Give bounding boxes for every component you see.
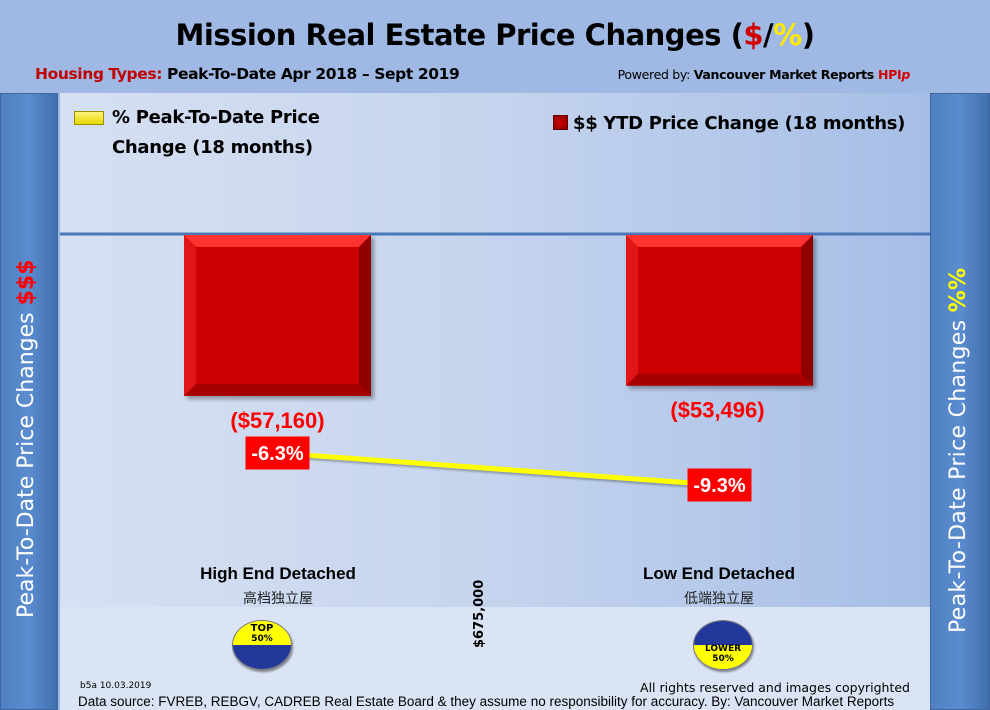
bar-data-label-0: ($57,160) — [230, 408, 324, 433]
bar-bevel-left — [626, 235, 638, 386]
legend-item-dollar: $$ YTD Price Change (18 months) — [553, 113, 905, 134]
percent-data-label-1: -9.3% — [693, 475, 745, 497]
legend-label-percent: % Peak-To-Date Price Change (18 months) — [112, 107, 320, 158]
bar-body — [626, 235, 813, 386]
bar-data-label-1: ($53,496) — [670, 398, 764, 423]
title-text: Mission Real Estate Price Changes ( — [175, 18, 744, 52]
left-axis-banner: Peak-To-Date Price Changes $$$ — [0, 93, 58, 710]
legend-swatch-red — [553, 115, 568, 130]
percent-point-1: -9.3% — [687, 468, 752, 502]
powered-by: Powered by: Vancouver Market Reports HPI… — [617, 67, 911, 82]
badge-top-line1: TOP — [250, 623, 274, 634]
powered-hpi: HPI — [877, 67, 902, 82]
powered-brand: Vancouver Market Reports — [693, 67, 878, 82]
category-sublabel-0: 高档独立屋 — [243, 591, 313, 607]
bar-body — [184, 235, 371, 396]
bar-bevel-top — [184, 235, 371, 247]
badge-top-line2: 50% — [251, 634, 273, 644]
bar-bevel-bottom — [626, 373, 813, 386]
lower-50-badge: LOWER 50% — [693, 620, 753, 670]
bar-1 — [626, 235, 813, 386]
subtitle-label: Housing Types: — [35, 65, 162, 83]
copyright-notice: All rights reserved and images copyright… — [640, 680, 910, 695]
bar-bevel-left — [184, 235, 196, 396]
chart-title: Mission Real Estate Price Changes ($/%) — [0, 18, 990, 52]
bar-bevel-right — [801, 235, 813, 386]
powered-hpi-p: p — [901, 67, 910, 82]
bar-bevel-right — [359, 235, 371, 396]
top-50-badge: TOP 50% — [232, 620, 292, 670]
right-axis-banner: Peak-To-Date Price Changes %% — [930, 93, 990, 710]
badge-lower-line1: LOWER — [704, 644, 742, 654]
price-divider-label: $675,000 — [472, 579, 487, 648]
title-slash: / — [763, 18, 774, 52]
badge-lower-line2: 50% — [712, 654, 734, 664]
percent-data-label-0: -6.3% — [251, 443, 303, 465]
subtitle-text: Peak-To-Date Apr 2018 – Sept 2019 — [162, 65, 460, 83]
bar-bevel-top — [626, 235, 813, 247]
badge-lower-text: LOWER 50% — [694, 644, 752, 664]
title-percent: % — [773, 18, 802, 52]
legend-swatch-yellow — [74, 111, 104, 125]
legend-item-percent: % Peak-To-Date Price Change (18 months) — [72, 103, 352, 163]
chart-subtitle: Housing Types: Peak-To-Date Apr 2018 – S… — [35, 65, 460, 83]
powered-prefix: Powered by: — [617, 67, 694, 82]
percent-label-box — [245, 436, 310, 470]
category-label-1: Low End Detached — [642, 564, 796, 583]
data-source-note: Data source: FVREB, REBGV, CADREB Real E… — [78, 694, 895, 709]
percent-label-box — [687, 468, 752, 502]
bar-0 — [184, 235, 371, 396]
footer-panel — [60, 607, 930, 710]
report-code: b5a 10.03.2019 — [80, 681, 152, 691]
legend-label-dollar: $$ YTD Price Change (18 months) — [573, 113, 906, 134]
title-close: ) — [801, 18, 815, 52]
bar-bevel-bottom — [184, 384, 371, 396]
percent-point-0: -6.3% — [245, 436, 310, 470]
category-label-0: High End Detached — [200, 564, 356, 583]
category-sublabel-1: 低端独立屋 — [684, 591, 754, 607]
badge-top-text: TOP 50% — [233, 623, 291, 645]
percent-series-line — [277, 450, 720, 488]
title-dollar: $ — [743, 18, 764, 52]
